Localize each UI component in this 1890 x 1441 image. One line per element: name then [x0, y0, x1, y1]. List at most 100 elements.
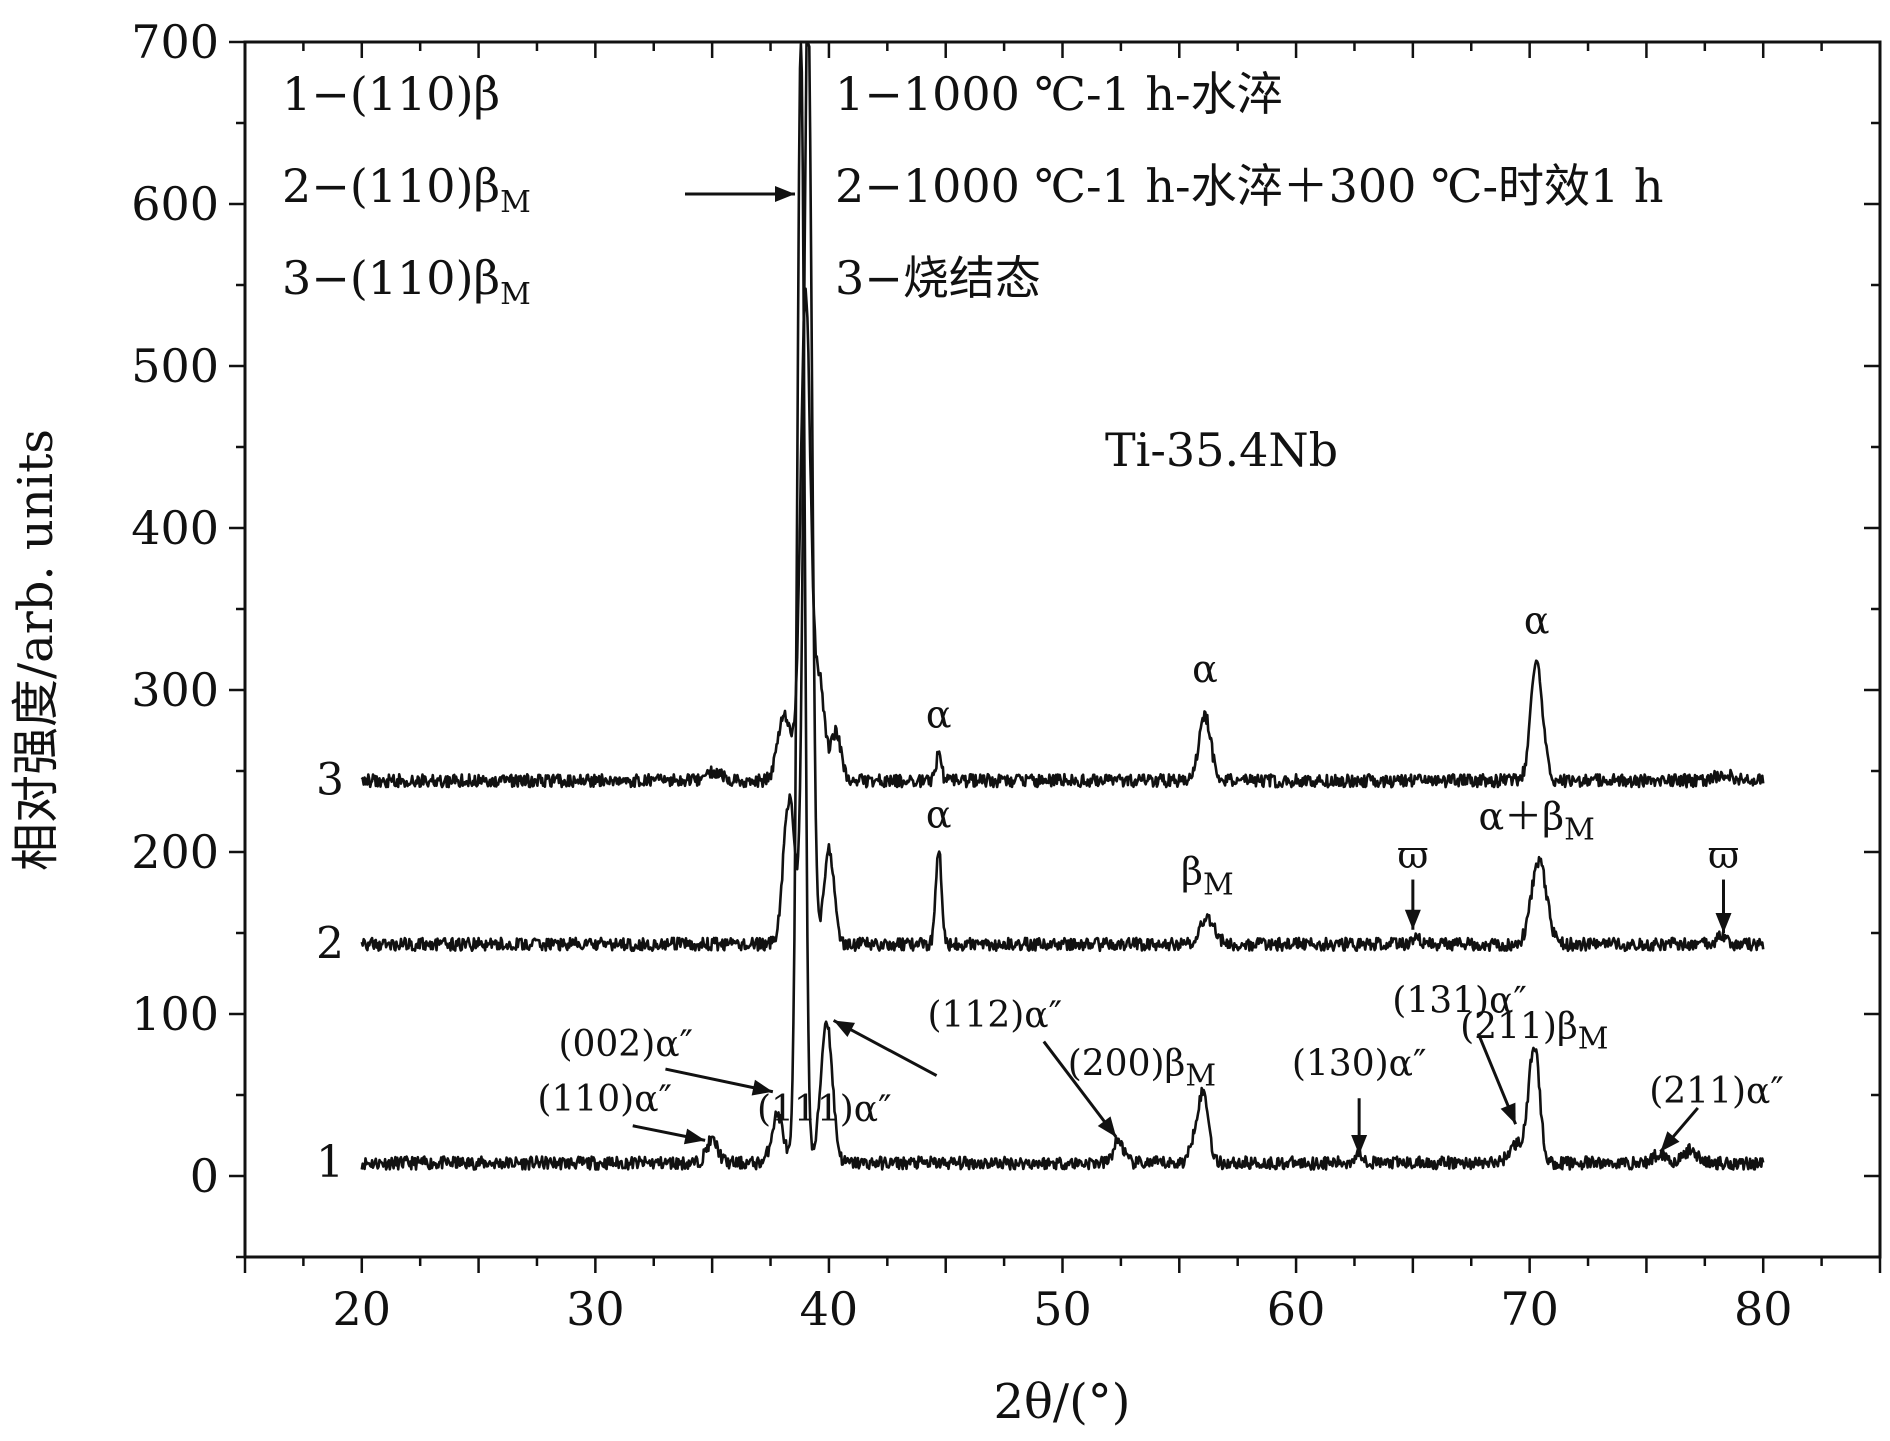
x-tick-label: 50 — [1033, 1282, 1092, 1336]
x-tick-label: 20 — [333, 1282, 392, 1336]
reflection-label: (111)α″ — [757, 1089, 892, 1130]
legend-left-text: −(110)β — [311, 251, 500, 305]
peak-label-text: α＋β — [1478, 794, 1564, 838]
series-2-line — [360, 42, 1765, 953]
x-tick-label: 60 — [1267, 1282, 1326, 1336]
arrow-112 — [1042, 1040, 1118, 1139]
peak-label: α — [1524, 598, 1550, 642]
y-tick-label: 300 — [131, 663, 219, 717]
reflection-label: (110)α″ — [537, 1079, 672, 1120]
reflection-label-text: (110)α″ — [537, 1079, 672, 1120]
arrow-002-head — [751, 1079, 773, 1096]
legend-arrow — [685, 186, 795, 202]
legend: 1−(110)β2−(110)βM3−(110)βM1−1000 ℃-1 h-水… — [282, 67, 1664, 312]
arrow-omega-2-head — [1715, 913, 1732, 933]
legend-right-number: 3 — [835, 251, 864, 305]
arrow-110-head — [683, 1128, 706, 1145]
x-tick-label: 70 — [1500, 1282, 1559, 1336]
reflection-label-text: (200)β — [1068, 1044, 1186, 1085]
reflection-label-text: (211)β — [1460, 1006, 1578, 1047]
reflection-label-text: (130)α″ — [1292, 1044, 1427, 1085]
legend-left-text: −(110)β — [311, 159, 500, 213]
arrow-131 — [1476, 1032, 1518, 1125]
legend-arrow-head — [775, 186, 795, 202]
x-tick-label: 30 — [566, 1282, 625, 1336]
curve-label-2: 2 — [316, 918, 344, 969]
peak-label-text: ϖ — [1708, 833, 1739, 877]
arrow-omega-2 — [1715, 879, 1732, 933]
legend-left-text: −(110)β — [311, 67, 500, 121]
arrow-002 — [665, 1067, 774, 1096]
peak-label: α＋βM — [1478, 794, 1594, 847]
reflection-label: (002)α″ — [558, 1024, 693, 1065]
peak-label-text: α — [1524, 598, 1550, 642]
legend-right-text: −1000 ℃-1 h-水淬＋300 ℃-时效1 h — [864, 159, 1663, 213]
legend-left-number: 3 — [282, 251, 311, 305]
legend-left-item: 1−(110)β — [282, 67, 500, 121]
arrow-112-head — [1097, 1116, 1117, 1138]
series-3-line — [360, 287, 1765, 789]
legend-left-subscript: M — [500, 185, 531, 220]
reflection-label: (211)βM — [1460, 1006, 1608, 1056]
reflection-label-subscript: M — [1578, 1021, 1609, 1056]
y-axis-ticks: 0 100 200 300 400 500 600 700 — [131, 15, 1880, 1259]
arrow-130 — [1351, 1098, 1368, 1155]
x-tick-label: 40 — [800, 1282, 859, 1336]
legend-right-item: 3−烧结态 — [835, 251, 1041, 305]
y-tick-label: 400 — [131, 501, 219, 555]
reflection-label-text: (002)α″ — [558, 1024, 693, 1065]
y-tick-label: 600 — [131, 177, 219, 231]
legend-left-number: 2 — [282, 159, 311, 213]
legend-left-item: 3−(110)βM — [282, 251, 531, 312]
arrow-130-head — [1351, 1134, 1368, 1155]
y-axis-title: 相对强度/arb. units — [8, 429, 64, 871]
y-tick-label: 0 — [190, 1149, 219, 1203]
peak-label: βM — [1181, 849, 1234, 902]
peak-label-text: α — [926, 793, 952, 837]
peak-label: ϖ — [1708, 833, 1739, 877]
reflection-label-text: (112)α″ — [927, 995, 1062, 1036]
peak-label: ϖ — [1397, 833, 1428, 877]
legend-left-number: 1 — [282, 67, 311, 121]
arrow-131-head — [1500, 1102, 1516, 1125]
peak-label-subscript: M — [1564, 812, 1595, 847]
peak-label: α — [926, 692, 952, 736]
reflection-label: (112)α″ — [927, 995, 1062, 1036]
peak-label: α — [926, 793, 952, 837]
y-tick-label: 700 — [131, 15, 219, 69]
x-axis-title: 2θ/(°) — [993, 1374, 1130, 1430]
arrow-110 — [632, 1124, 706, 1145]
legend-right-item: 2−1000 ℃-1 h-水淬＋300 ℃-时效1 h — [835, 159, 1664, 213]
x-tick-label: 80 — [1734, 1282, 1793, 1336]
peak-label-text: β — [1181, 849, 1203, 893]
x-axis-ticks: 20 30 40 50 60 70 80 — [243, 42, 1882, 1336]
reflection-label-text: (211)α″ — [1649, 1071, 1784, 1112]
arrow-omega-1-head — [1404, 909, 1421, 930]
peak-label-text: α — [926, 692, 952, 736]
sample-label: Ti-35.4Nb — [1105, 423, 1338, 477]
legend-left-item: 2−(110)βM — [282, 159, 531, 220]
legend-left-subscript: M — [500, 277, 531, 312]
reflection-label: (131)α″ — [1392, 980, 1527, 1021]
curve-label-3: 3 — [316, 755, 344, 806]
y-tick-label: 500 — [131, 339, 219, 393]
arrow-omega-1 — [1404, 879, 1421, 930]
y-tick-label: 100 — [131, 987, 219, 1041]
arrow-111-head — [833, 1020, 856, 1037]
legend-right-text: −1000 ℃-1 h-水淬 — [864, 67, 1282, 121]
peak-label-text: α — [1192, 647, 1218, 691]
legend-right-number: 2 — [835, 159, 864, 213]
peak-label-text: ϖ — [1397, 833, 1428, 877]
reflection-label: (200)βM — [1068, 1044, 1216, 1094]
plot-frame — [243, 40, 1882, 1259]
legend-right-number: 1 — [835, 67, 864, 121]
series-1-line — [360, 42, 1765, 1171]
peak-label-subscript: M — [1203, 867, 1234, 902]
reflection-label: (211)α″ — [1649, 1071, 1784, 1112]
reflection-label-subscript: M — [1185, 1059, 1216, 1094]
arrow-211 — [1659, 1106, 1699, 1153]
legend-right-text: −烧结态 — [864, 251, 1041, 305]
series-group — [360, 42, 1765, 1171]
